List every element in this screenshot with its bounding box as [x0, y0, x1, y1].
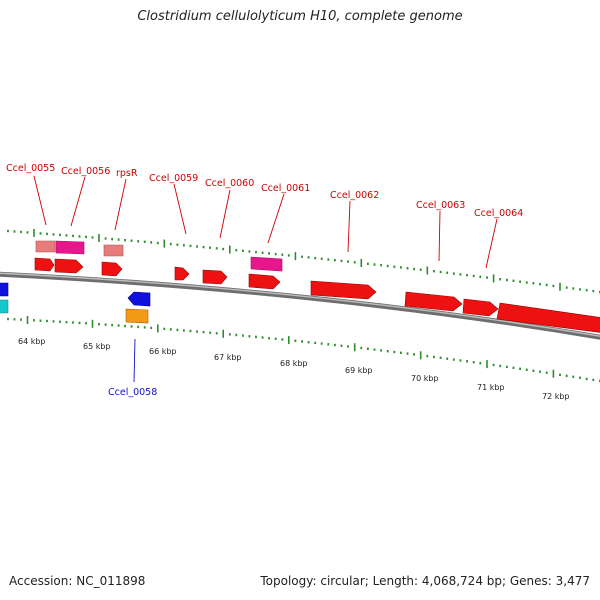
- feature-ccel-0060-cds[interactable]: [202, 269, 228, 285]
- gene-label-ccel-0061[interactable]: Ccel_0061: [261, 183, 310, 194]
- gene-label-ccel-0062[interactable]: Ccel_0062: [330, 190, 379, 201]
- gene-label-ccel-0064[interactable]: Ccel_0064: [474, 208, 523, 219]
- gene-label-ccel-0058[interactable]: Ccel_0058: [108, 387, 157, 398]
- scale-label-64kbp: 64 kbp: [18, 337, 46, 346]
- feature-ccel-0055-cds[interactable]: [34, 257, 55, 272]
- gene-label-rpsR[interactable]: rpsR: [116, 168, 138, 179]
- feature-rpsR-cds[interactable]: [101, 261, 123, 277]
- feature-ccel-0056-misc[interactable]: [55, 240, 85, 255]
- label-leader-lines: [33, 175, 498, 383]
- gene-label-ccel-0055[interactable]: Ccel_0055: [6, 163, 55, 174]
- feature-left-edge-blue[interactable]: [0, 282, 9, 297]
- feature-rpsR-rna[interactable]: [103, 244, 124, 257]
- reverse-features: [0, 282, 151, 324]
- gene-label-ccel-0060[interactable]: Ccel_0060: [205, 178, 254, 189]
- gene-label-ccel-0056[interactable]: Ccel_0056: [61, 166, 110, 177]
- scale-label-67kbp: 67 kbp: [214, 353, 242, 362]
- scale-label-68kbp: 68 kbp: [280, 359, 308, 368]
- scale-label-70kbp: 70 kbp: [411, 374, 439, 383]
- gene-label-ccel-0063[interactable]: Ccel_0063: [416, 200, 465, 211]
- feature-ccel-0061-misc[interactable]: [250, 256, 283, 272]
- feature-left-edge-cyan[interactable]: [0, 299, 9, 314]
- forward-features: [34, 240, 600, 333]
- scale-label-66kbp: 66 kbp: [149, 347, 177, 356]
- feature-ccel-0063-cds[interactable]: [404, 291, 463, 312]
- outer-tick-ring: [7, 228, 600, 294]
- feature-ccel-0059-cds[interactable]: [174, 266, 190, 281]
- genome-backbone: [0, 271, 600, 340]
- feature-ccel-0062-cds[interactable]: [310, 280, 377, 300]
- feature-ccel-0058-cds[interactable]: [127, 291, 151, 307]
- scale-label-72kbp: 72 kbp: [542, 392, 570, 401]
- scale-label-71kbp: 71 kbp: [477, 383, 505, 392]
- accession-text: Accession: NC_011898: [9, 574, 146, 588]
- scale-label-65kbp: 65 kbp: [83, 342, 111, 351]
- feature-ccel-0063b-cds[interactable]: [462, 298, 499, 317]
- genome-summary-text: Topology: circular; Length: 4,068,724 bp…: [260, 574, 590, 588]
- inner-tick-ring: [7, 316, 600, 383]
- feature-ccel-0061-cds[interactable]: [248, 273, 281, 290]
- feature-ccel-0064-cds[interactable]: [496, 302, 600, 333]
- gene-label-ccel-0059[interactable]: Ccel_0059: [149, 173, 198, 184]
- genome-title: Clostridium cellulolyticum H10, complete…: [137, 9, 463, 24]
- feature-ccel-0055-rna[interactable]: [35, 240, 56, 253]
- feature-ccel-0058-orange[interactable]: [125, 308, 149, 324]
- scale-label-69kbp: 69 kbp: [345, 366, 373, 375]
- genome-backbone-highlight: [0, 272, 600, 337]
- feature-ccel-0056-cds[interactable]: [54, 258, 84, 274]
